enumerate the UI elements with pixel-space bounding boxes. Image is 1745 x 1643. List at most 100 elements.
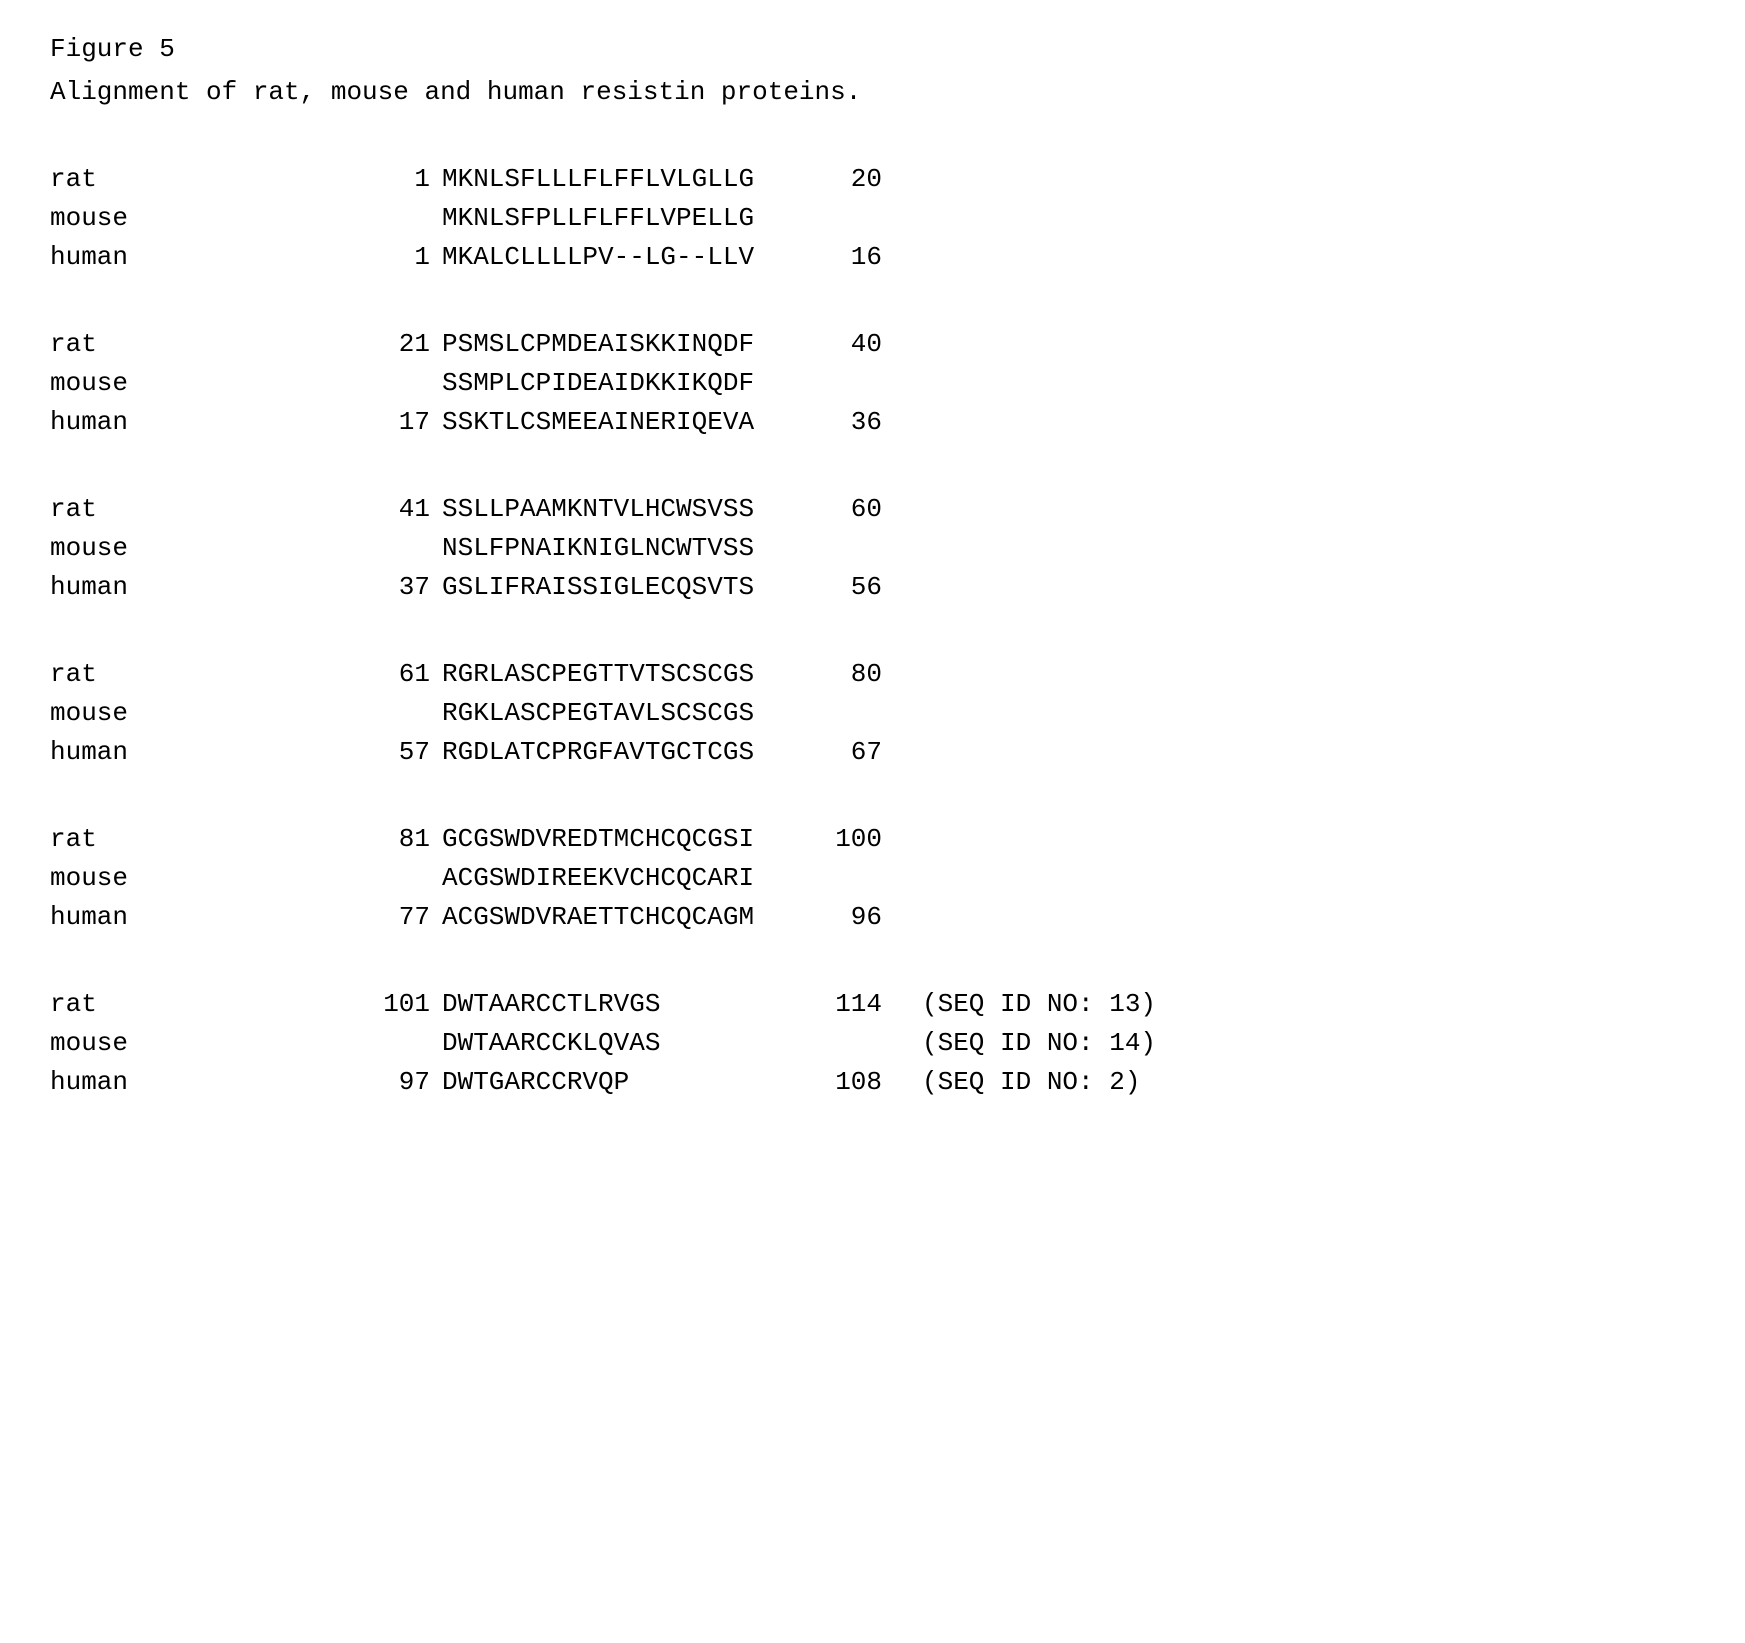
sequence: ACGSWDIREEKVCHCQCARI bbox=[430, 859, 812, 898]
start-position bbox=[360, 859, 430, 898]
species-label: rat bbox=[50, 985, 360, 1024]
end-position bbox=[812, 859, 882, 898]
alignment-row: mouse DWTAARCCKLQVAS (SEQ ID NO: 14) bbox=[50, 1024, 1695, 1063]
sequence: RGRLASCPEGTTVTSCSCGS bbox=[430, 655, 812, 694]
alignment-row: rat81GCGSWDVREDTMCHCQCGSI100 bbox=[50, 820, 1695, 859]
start-position: 37 bbox=[360, 568, 430, 607]
end-position: 108 bbox=[812, 1063, 882, 1102]
end-position: 100 bbox=[812, 820, 882, 859]
start-position: 21 bbox=[360, 325, 430, 364]
seq-id-label: (SEQ ID NO: 13) bbox=[882, 985, 1156, 1024]
sequence: GCGSWDVREDTMCHCQCGSI bbox=[430, 820, 812, 859]
start-position bbox=[360, 529, 430, 568]
alignment-row: human1MKALCLLLLPV--LG--LLV16 bbox=[50, 238, 1695, 277]
alignment-row: human77ACGSWDVRAETTCHCQCAGM96 bbox=[50, 898, 1695, 937]
alignment-block: rat41SSLLPAAMKNTVLHCWSVSS60mouseNSLFPNAI… bbox=[50, 490, 1695, 607]
alignment-row: human57RGDLATCPRGFAVTGCTCGS67 bbox=[50, 733, 1695, 772]
sequence: DWTGARCCRVQP bbox=[430, 1063, 812, 1102]
sequence: RGDLATCPRGFAVTGCTCGS bbox=[430, 733, 812, 772]
sequence: NSLFPNAIKNIGLNCWTVSS bbox=[430, 529, 812, 568]
alignment-row: mouse MKNLSFPLLFLFFLVPELLG bbox=[50, 199, 1695, 238]
species-label: rat bbox=[50, 655, 360, 694]
species-label: mouse bbox=[50, 529, 360, 568]
sequence: SSKTLCSMEEAINERIQEVA bbox=[430, 403, 812, 442]
start-position: 81 bbox=[360, 820, 430, 859]
sequence: SSLLPAAMKNTVLHCWSVSS bbox=[430, 490, 812, 529]
alignment-block: rat1MKNLSFLLLFLFFLVLGLLG20mouseMKNLSFPLL… bbox=[50, 160, 1695, 277]
figure-label: Figure 5 bbox=[50, 30, 1695, 69]
sequence: MKNLSFPLLFLFFLVPELLG bbox=[430, 199, 812, 238]
sequence: GSLIFRAISSIGLECQSVTS bbox=[430, 568, 812, 607]
alignment-row: mouse ACGSWDIREEKVCHCQCARI bbox=[50, 859, 1695, 898]
end-position: 36 bbox=[812, 403, 882, 442]
figure-title: Alignment of rat, mouse and human resist… bbox=[50, 73, 1695, 112]
end-position: 96 bbox=[812, 898, 882, 937]
species-label: mouse bbox=[50, 859, 360, 898]
end-position bbox=[812, 364, 882, 403]
alignment-row: mouse RGKLASCPEGTAVLSCSCGS bbox=[50, 694, 1695, 733]
start-position: 41 bbox=[360, 490, 430, 529]
sequence: MKALCLLLLPV--LG--LLV bbox=[430, 238, 812, 277]
alignment-row: rat41SSLLPAAMKNTVLHCWSVSS60 bbox=[50, 490, 1695, 529]
start-position: 57 bbox=[360, 733, 430, 772]
end-position: 16 bbox=[812, 238, 882, 277]
alignment-row: rat1MKNLSFLLLFLFFLVLGLLG20 bbox=[50, 160, 1695, 199]
species-label: mouse bbox=[50, 364, 360, 403]
species-label: mouse bbox=[50, 1024, 360, 1063]
end-position bbox=[812, 1024, 882, 1063]
end-position bbox=[812, 529, 882, 568]
species-label: rat bbox=[50, 820, 360, 859]
alignment-row: rat101DWTAARCCTLRVGS114(SEQ ID NO: 13) bbox=[50, 985, 1695, 1024]
sequence: RGKLASCPEGTAVLSCSCGS bbox=[430, 694, 812, 733]
species-label: mouse bbox=[50, 199, 360, 238]
alignment-row: human37GSLIFRAISSIGLECQSVTS56 bbox=[50, 568, 1695, 607]
sequence: SSMPLCPIDEAIDKKIKQDF bbox=[430, 364, 812, 403]
start-position bbox=[360, 199, 430, 238]
start-position: 101 bbox=[360, 985, 430, 1024]
end-position: 60 bbox=[812, 490, 882, 529]
species-label: human bbox=[50, 568, 360, 607]
sequence: ACGSWDVRAETTCHCQCAGM bbox=[430, 898, 812, 937]
alignment-row: human97DWTGARCCRVQP108(SEQ ID NO: 2) bbox=[50, 1063, 1695, 1102]
start-position: 1 bbox=[360, 160, 430, 199]
species-label: human bbox=[50, 898, 360, 937]
start-position bbox=[360, 1024, 430, 1063]
end-position: 80 bbox=[812, 655, 882, 694]
seq-id-label: (SEQ ID NO: 14) bbox=[882, 1024, 1156, 1063]
alignment-container: rat1MKNLSFLLLFLFFLVLGLLG20mouseMKNLSFPLL… bbox=[50, 160, 1695, 1102]
alignment-row: mouse NSLFPNAIKNIGLNCWTVSS bbox=[50, 529, 1695, 568]
start-position: 77 bbox=[360, 898, 430, 937]
alignment-block: rat101DWTAARCCTLRVGS114(SEQ ID NO: 13)mo… bbox=[50, 985, 1695, 1102]
start-position: 97 bbox=[360, 1063, 430, 1102]
species-label: rat bbox=[50, 325, 360, 364]
alignment-row: rat21PSMSLCPMDEAISKKINQDF40 bbox=[50, 325, 1695, 364]
end-position: 56 bbox=[812, 568, 882, 607]
start-position bbox=[360, 364, 430, 403]
species-label: human bbox=[50, 238, 360, 277]
species-label: rat bbox=[50, 490, 360, 529]
alignment-block: rat21PSMSLCPMDEAISKKINQDF40mouseSSMPLCPI… bbox=[50, 325, 1695, 442]
alignment-block: rat81GCGSWDVREDTMCHCQCGSI100mouseACGSWDI… bbox=[50, 820, 1695, 937]
start-position: 17 bbox=[360, 403, 430, 442]
end-position bbox=[812, 199, 882, 238]
species-label: human bbox=[50, 403, 360, 442]
sequence: PSMSLCPMDEAISKKINQDF bbox=[430, 325, 812, 364]
species-label: mouse bbox=[50, 694, 360, 733]
end-position: 20 bbox=[812, 160, 882, 199]
start-position bbox=[360, 694, 430, 733]
species-label: rat bbox=[50, 160, 360, 199]
end-position: 40 bbox=[812, 325, 882, 364]
alignment-row: rat61RGRLASCPEGTTVTSCSCGS80 bbox=[50, 655, 1695, 694]
sequence: DWTAARCCKLQVAS bbox=[430, 1024, 812, 1063]
seq-id-label: (SEQ ID NO: 2) bbox=[882, 1063, 1140, 1102]
start-position: 61 bbox=[360, 655, 430, 694]
species-label: human bbox=[50, 1063, 360, 1102]
sequence: DWTAARCCTLRVGS bbox=[430, 985, 812, 1024]
sequence: MKNLSFLLLFLFFLVLGLLG bbox=[430, 160, 812, 199]
end-position: 67 bbox=[812, 733, 882, 772]
alignment-block: rat61RGRLASCPEGTTVTSCSCGS80mouseRGKLASCP… bbox=[50, 655, 1695, 772]
alignment-row: mouse SSMPLCPIDEAIDKKIKQDF bbox=[50, 364, 1695, 403]
alignment-row: human17SSKTLCSMEEAINERIQEVA36 bbox=[50, 403, 1695, 442]
end-position bbox=[812, 694, 882, 733]
start-position: 1 bbox=[360, 238, 430, 277]
